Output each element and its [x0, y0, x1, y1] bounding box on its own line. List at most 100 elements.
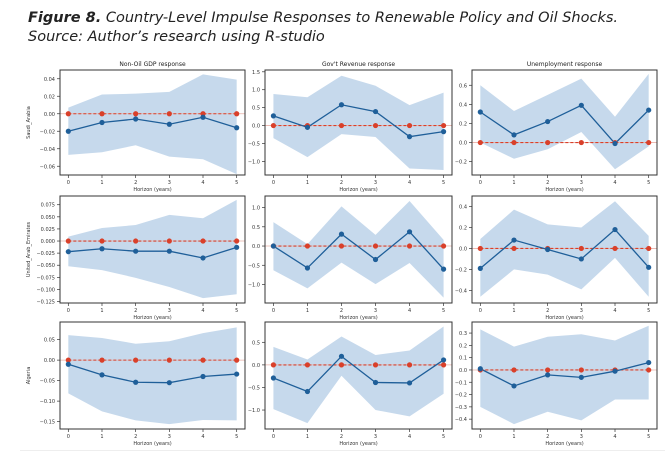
- y-tick-label: 0.1: [459, 356, 467, 362]
- baseline-point: [646, 367, 652, 373]
- y-tick-label: −0.5: [248, 141, 260, 147]
- baseline-point: [440, 243, 447, 249]
- response-series-line: [273, 355, 444, 393]
- response-point: [440, 129, 447, 135]
- response-series-line: [273, 230, 445, 270]
- baseline-point: [545, 367, 551, 373]
- response-point: [304, 124, 311, 130]
- response-series-line: [479, 228, 650, 269]
- baseline-point: [234, 238, 240, 244]
- x-tick-label: 0: [67, 180, 70, 186]
- response-point: [65, 128, 71, 134]
- response-point: [372, 256, 379, 263]
- response-point: [234, 125, 240, 131]
- response-series-line: [68, 246, 237, 259]
- baseline-point: [511, 245, 517, 252]
- y-tick-label: −0.3: [455, 405, 467, 411]
- response-point: [511, 383, 517, 389]
- y-axis-label: United_Arab_Emirates: [26, 221, 32, 277]
- response-point: [99, 119, 105, 126]
- figure-title: Country-Level Impulse Responses to Renew…: [101, 10, 619, 26]
- response-point: [440, 266, 447, 272]
- baseline-point: [578, 139, 584, 146]
- response-point: [406, 229, 413, 235]
- figure-source: Source: Author’s research using R-studio: [28, 29, 325, 45]
- baseline-point: [133, 357, 139, 363]
- y-tick-label: −0.4: [455, 417, 467, 423]
- y-tick-label: 1.0: [252, 206, 260, 212]
- y-tick-label: −0.10: [40, 399, 55, 405]
- response-point: [200, 373, 206, 380]
- y-tick-label: −0.04: [40, 147, 55, 153]
- response-point: [477, 366, 483, 372]
- x-tick-label: 0: [67, 308, 70, 314]
- y-tick-label: −0.5: [248, 263, 260, 269]
- baseline-point: [338, 243, 345, 249]
- y-tick-label: −0.125: [36, 300, 55, 306]
- x-tick-label: 4: [408, 434, 411, 440]
- baseline-point: [578, 245, 584, 252]
- x-tick-label: 2: [546, 180, 549, 186]
- y-tick-label: 0.0: [252, 363, 260, 369]
- x-tick-label: 1: [100, 180, 103, 186]
- response-point: [304, 388, 311, 395]
- axes-frame: [471, 69, 658, 176]
- panel-0-0: 0.04 0.02 0.00 −0.02 −0.04 −0.06 0 1 2 3 4 5 Horizon…: [26, 61, 246, 193]
- baseline-point: [99, 238, 105, 244]
- x-tick-label: 2: [340, 308, 343, 314]
- x-tick-label: 4: [613, 308, 616, 314]
- response-point: [133, 379, 139, 385]
- baseline-point: [612, 245, 618, 252]
- x-tick-label: 5: [235, 180, 238, 186]
- baseline-point: [270, 122, 277, 129]
- baseline-point: [65, 238, 71, 244]
- y-tick-label: 0.00: [44, 358, 55, 364]
- x-tick-label: 1: [100, 434, 103, 440]
- x-tick-label: 1: [512, 308, 515, 314]
- baseline-point: [440, 122, 447, 129]
- y-tick-label: −0.100: [36, 287, 55, 293]
- response-point: [133, 248, 139, 254]
- response-point: [372, 108, 379, 115]
- response-point: [200, 114, 206, 120]
- y-tick-label: 0.050: [41, 215, 55, 221]
- x-tick-label: 5: [442, 180, 445, 186]
- baseline-point: [440, 362, 447, 368]
- x-tick-label: 5: [442, 308, 445, 314]
- axes-frame: [264, 69, 453, 176]
- response-point: [338, 231, 345, 237]
- response-series-line: [479, 104, 650, 145]
- confidence-band: [273, 201, 444, 298]
- confidence-band: [68, 327, 237, 425]
- response-series-line: [480, 361, 649, 387]
- baseline-point: [406, 362, 413, 368]
- x-tick-label: 4: [201, 434, 204, 440]
- x-tick-label: 0: [272, 180, 275, 186]
- x-tick-label: 2: [134, 180, 137, 186]
- confidence-band: [480, 201, 649, 297]
- baseline-point: [234, 357, 240, 363]
- response-point: [338, 353, 345, 359]
- response-point: [65, 361, 71, 367]
- y-tick-label: −0.4: [455, 288, 467, 294]
- response-point: [477, 109, 483, 115]
- baseline-point: [372, 362, 379, 368]
- y-tick-label: −0.075: [36, 275, 55, 281]
- x-tick-label: 1: [306, 180, 309, 186]
- confidence-band: [273, 75, 444, 170]
- panel-title: Unemployment response: [527, 61, 603, 68]
- y-tick-label: 1.5: [252, 70, 260, 76]
- axes-frame: [264, 321, 453, 430]
- x-axis-label: Horizon (years): [133, 187, 171, 193]
- baseline-point: [646, 245, 652, 252]
- response-point: [304, 265, 311, 271]
- baseline-point: [200, 238, 206, 244]
- baseline-point: [99, 357, 105, 363]
- response-point: [338, 102, 345, 108]
- y-tick-label: 0.0: [459, 246, 467, 252]
- confidence-band: [68, 199, 237, 299]
- axes-frame: [59, 195, 246, 304]
- x-tick-label: 4: [613, 180, 616, 186]
- y-tick-label: 0.5: [252, 106, 260, 112]
- x-tick-label: 5: [442, 434, 445, 440]
